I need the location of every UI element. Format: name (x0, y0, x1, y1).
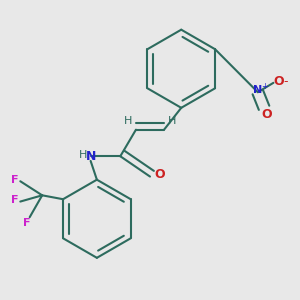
Text: H: H (168, 116, 176, 126)
Text: O: O (261, 108, 272, 121)
Text: N: N (85, 150, 96, 163)
Text: O: O (274, 75, 284, 88)
Text: O: O (154, 169, 165, 182)
Text: F: F (11, 195, 18, 205)
Text: H: H (79, 150, 87, 160)
Text: -: - (283, 75, 288, 88)
Text: N: N (253, 85, 262, 95)
Text: F: F (23, 218, 30, 228)
Text: +: + (261, 82, 268, 91)
Text: F: F (11, 175, 18, 185)
Text: H: H (124, 116, 132, 126)
